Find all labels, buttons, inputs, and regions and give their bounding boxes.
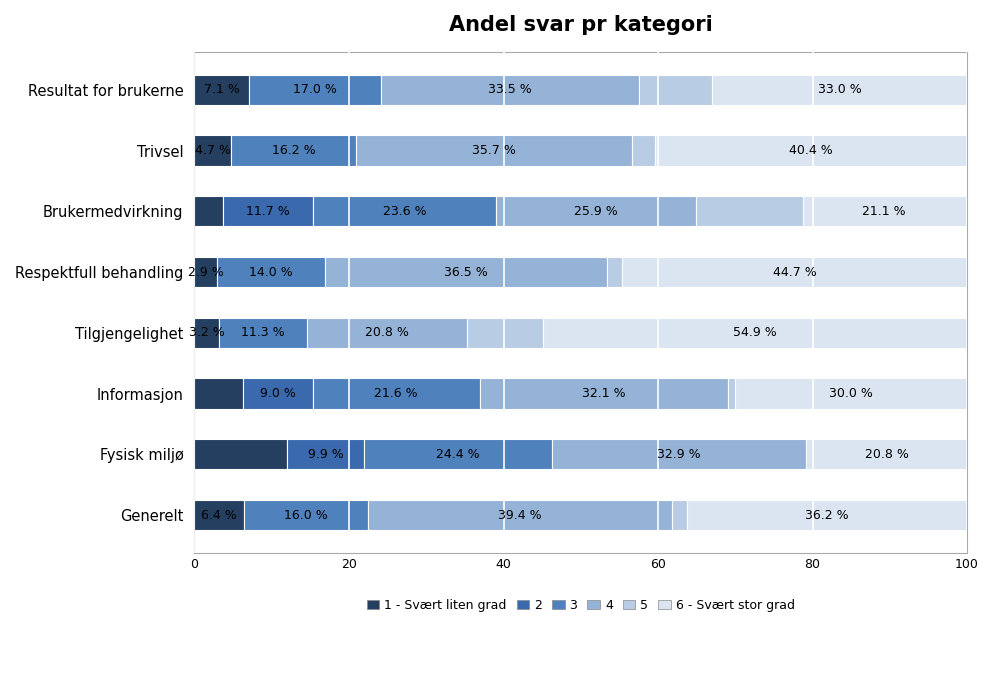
Bar (553, 439, 806, 469)
Bar (696, 196, 802, 227)
Text: 9.9 %: 9.9 % (307, 448, 343, 461)
Bar (244, 379, 313, 409)
Bar (736, 379, 967, 409)
Text: 39.4 %: 39.4 % (498, 508, 542, 522)
Bar (356, 136, 632, 166)
Bar (195, 75, 249, 105)
Bar (195, 196, 223, 227)
Bar (639, 75, 712, 105)
Text: 33.5 %: 33.5 % (488, 83, 532, 97)
Bar (313, 379, 479, 409)
Text: 16.0 %: 16.0 % (284, 508, 328, 522)
Text: 14.0 %: 14.0 % (249, 265, 293, 279)
Bar (195, 379, 244, 409)
Text: 20.8 %: 20.8 % (365, 326, 409, 340)
Text: 33.0 %: 33.0 % (818, 83, 862, 97)
Bar (632, 136, 655, 166)
Legend: 1 - Svært liten grad, 2, 3, 4, 5, 6 - Svært stor grad: 1 - Svært liten grad, 2, 3, 4, 5, 6 - Sv… (362, 594, 800, 617)
Bar (479, 379, 728, 409)
Bar (195, 500, 244, 530)
Text: 17.0 %: 17.0 % (293, 83, 337, 97)
Text: 36.2 %: 36.2 % (805, 508, 849, 522)
Bar (287, 439, 364, 469)
Bar (195, 136, 231, 166)
Bar (712, 75, 967, 105)
Text: 23.6 %: 23.6 % (383, 205, 426, 218)
Text: 2.9 %: 2.9 % (188, 265, 224, 279)
Text: 54.9 %: 54.9 % (734, 326, 777, 340)
Bar (220, 318, 306, 348)
Text: 16.2 %: 16.2 % (271, 144, 315, 157)
Bar (802, 196, 965, 227)
Bar (231, 136, 356, 166)
Bar (195, 257, 217, 288)
Text: 25.9 %: 25.9 % (574, 205, 617, 218)
Bar (672, 500, 688, 530)
Text: 20.8 %: 20.8 % (865, 448, 909, 461)
Bar (244, 500, 368, 530)
Bar (621, 257, 967, 288)
Text: 32.1 %: 32.1 % (581, 387, 625, 400)
Bar (364, 439, 553, 469)
Text: 11.7 %: 11.7 % (247, 205, 290, 218)
Text: 40.4 %: 40.4 % (789, 144, 833, 157)
Text: 4.7 %: 4.7 % (195, 144, 231, 157)
Bar (607, 257, 621, 288)
Bar (728, 379, 736, 409)
Text: 21.6 %: 21.6 % (375, 387, 417, 400)
Bar (381, 75, 639, 105)
Text: 3.2 %: 3.2 % (189, 326, 225, 340)
Text: 35.7 %: 35.7 % (472, 144, 516, 157)
Text: 21.1 %: 21.1 % (862, 205, 906, 218)
Text: 9.0 %: 9.0 % (260, 387, 296, 400)
Bar (223, 196, 313, 227)
Bar (496, 196, 696, 227)
Bar (368, 500, 672, 530)
Bar (688, 500, 967, 530)
Text: 6.4 %: 6.4 % (202, 508, 238, 522)
Text: 36.5 %: 36.5 % (444, 265, 488, 279)
Bar (543, 318, 967, 348)
Bar (306, 318, 467, 348)
Bar (313, 196, 496, 227)
Bar (655, 136, 967, 166)
Bar (217, 257, 325, 288)
Text: 44.7 %: 44.7 % (772, 265, 816, 279)
Text: 32.9 %: 32.9 % (657, 448, 701, 461)
Bar (806, 439, 967, 469)
Bar (249, 75, 381, 105)
Bar (467, 318, 543, 348)
Text: 11.3 %: 11.3 % (242, 326, 284, 340)
Bar (325, 257, 607, 288)
Text: 30.0 %: 30.0 % (829, 387, 873, 400)
Bar (195, 318, 220, 348)
Title: Andel svar pr kategori: Andel svar pr kategori (449, 15, 713, 35)
Bar (195, 439, 287, 469)
Text: 7.1 %: 7.1 % (204, 83, 240, 97)
Text: 24.4 %: 24.4 % (436, 448, 480, 461)
